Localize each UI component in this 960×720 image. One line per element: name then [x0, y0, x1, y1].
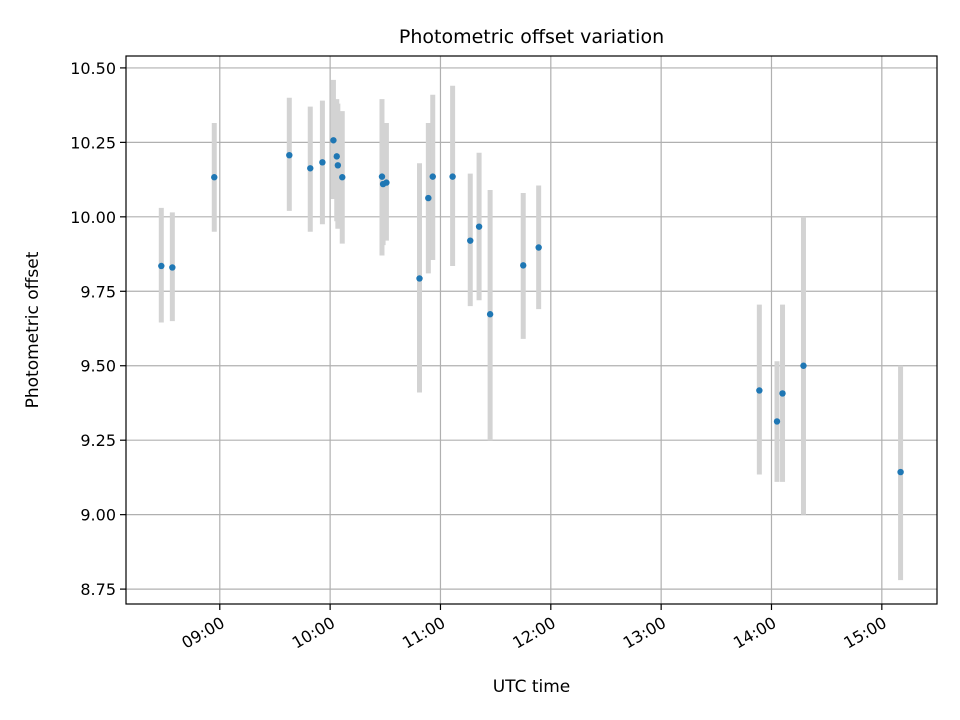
y-tick-label: 9.00 [80, 506, 116, 525]
plot-frame [125, 55, 938, 605]
data-point [416, 275, 423, 282]
y-tick-label: 9.75 [80, 282, 116, 301]
y-tick-label: 10.00 [70, 208, 116, 227]
data-point [779, 390, 786, 397]
data-point [773, 418, 781, 425]
data-point [333, 153, 340, 160]
data-point [319, 159, 326, 166]
data-point [334, 162, 342, 169]
data-point [475, 223, 483, 230]
data-point [425, 194, 432, 202]
chart-title: Photometric offset variation [399, 26, 664, 48]
data-point [383, 179, 390, 186]
data-point [286, 151, 293, 159]
data-point [158, 262, 165, 270]
data-point [756, 387, 763, 394]
y-tick-label: 10.25 [70, 133, 116, 152]
data-point [378, 173, 386, 180]
data-point [520, 262, 527, 269]
y-tick-label: 9.50 [80, 357, 116, 376]
data-point [449, 173, 456, 180]
data-point [467, 237, 474, 244]
y-axis-label: Photometric offset [23, 251, 43, 408]
y-tick-label: 8.75 [80, 580, 116, 599]
data-point [429, 173, 436, 180]
data-point [169, 264, 176, 271]
data-point [800, 362, 807, 369]
data-point [211, 174, 218, 181]
data-points [158, 137, 904, 476]
data-point [486, 311, 494, 318]
data-point [307, 165, 314, 172]
data-point [897, 468, 904, 476]
data-point [535, 244, 542, 251]
data-point [330, 137, 337, 144]
y-tick-label: 10.50 [70, 59, 116, 78]
x-axis-label: UTC time [493, 677, 571, 697]
y-tick-label: 9.25 [80, 431, 116, 450]
data-point [339, 174, 346, 181]
